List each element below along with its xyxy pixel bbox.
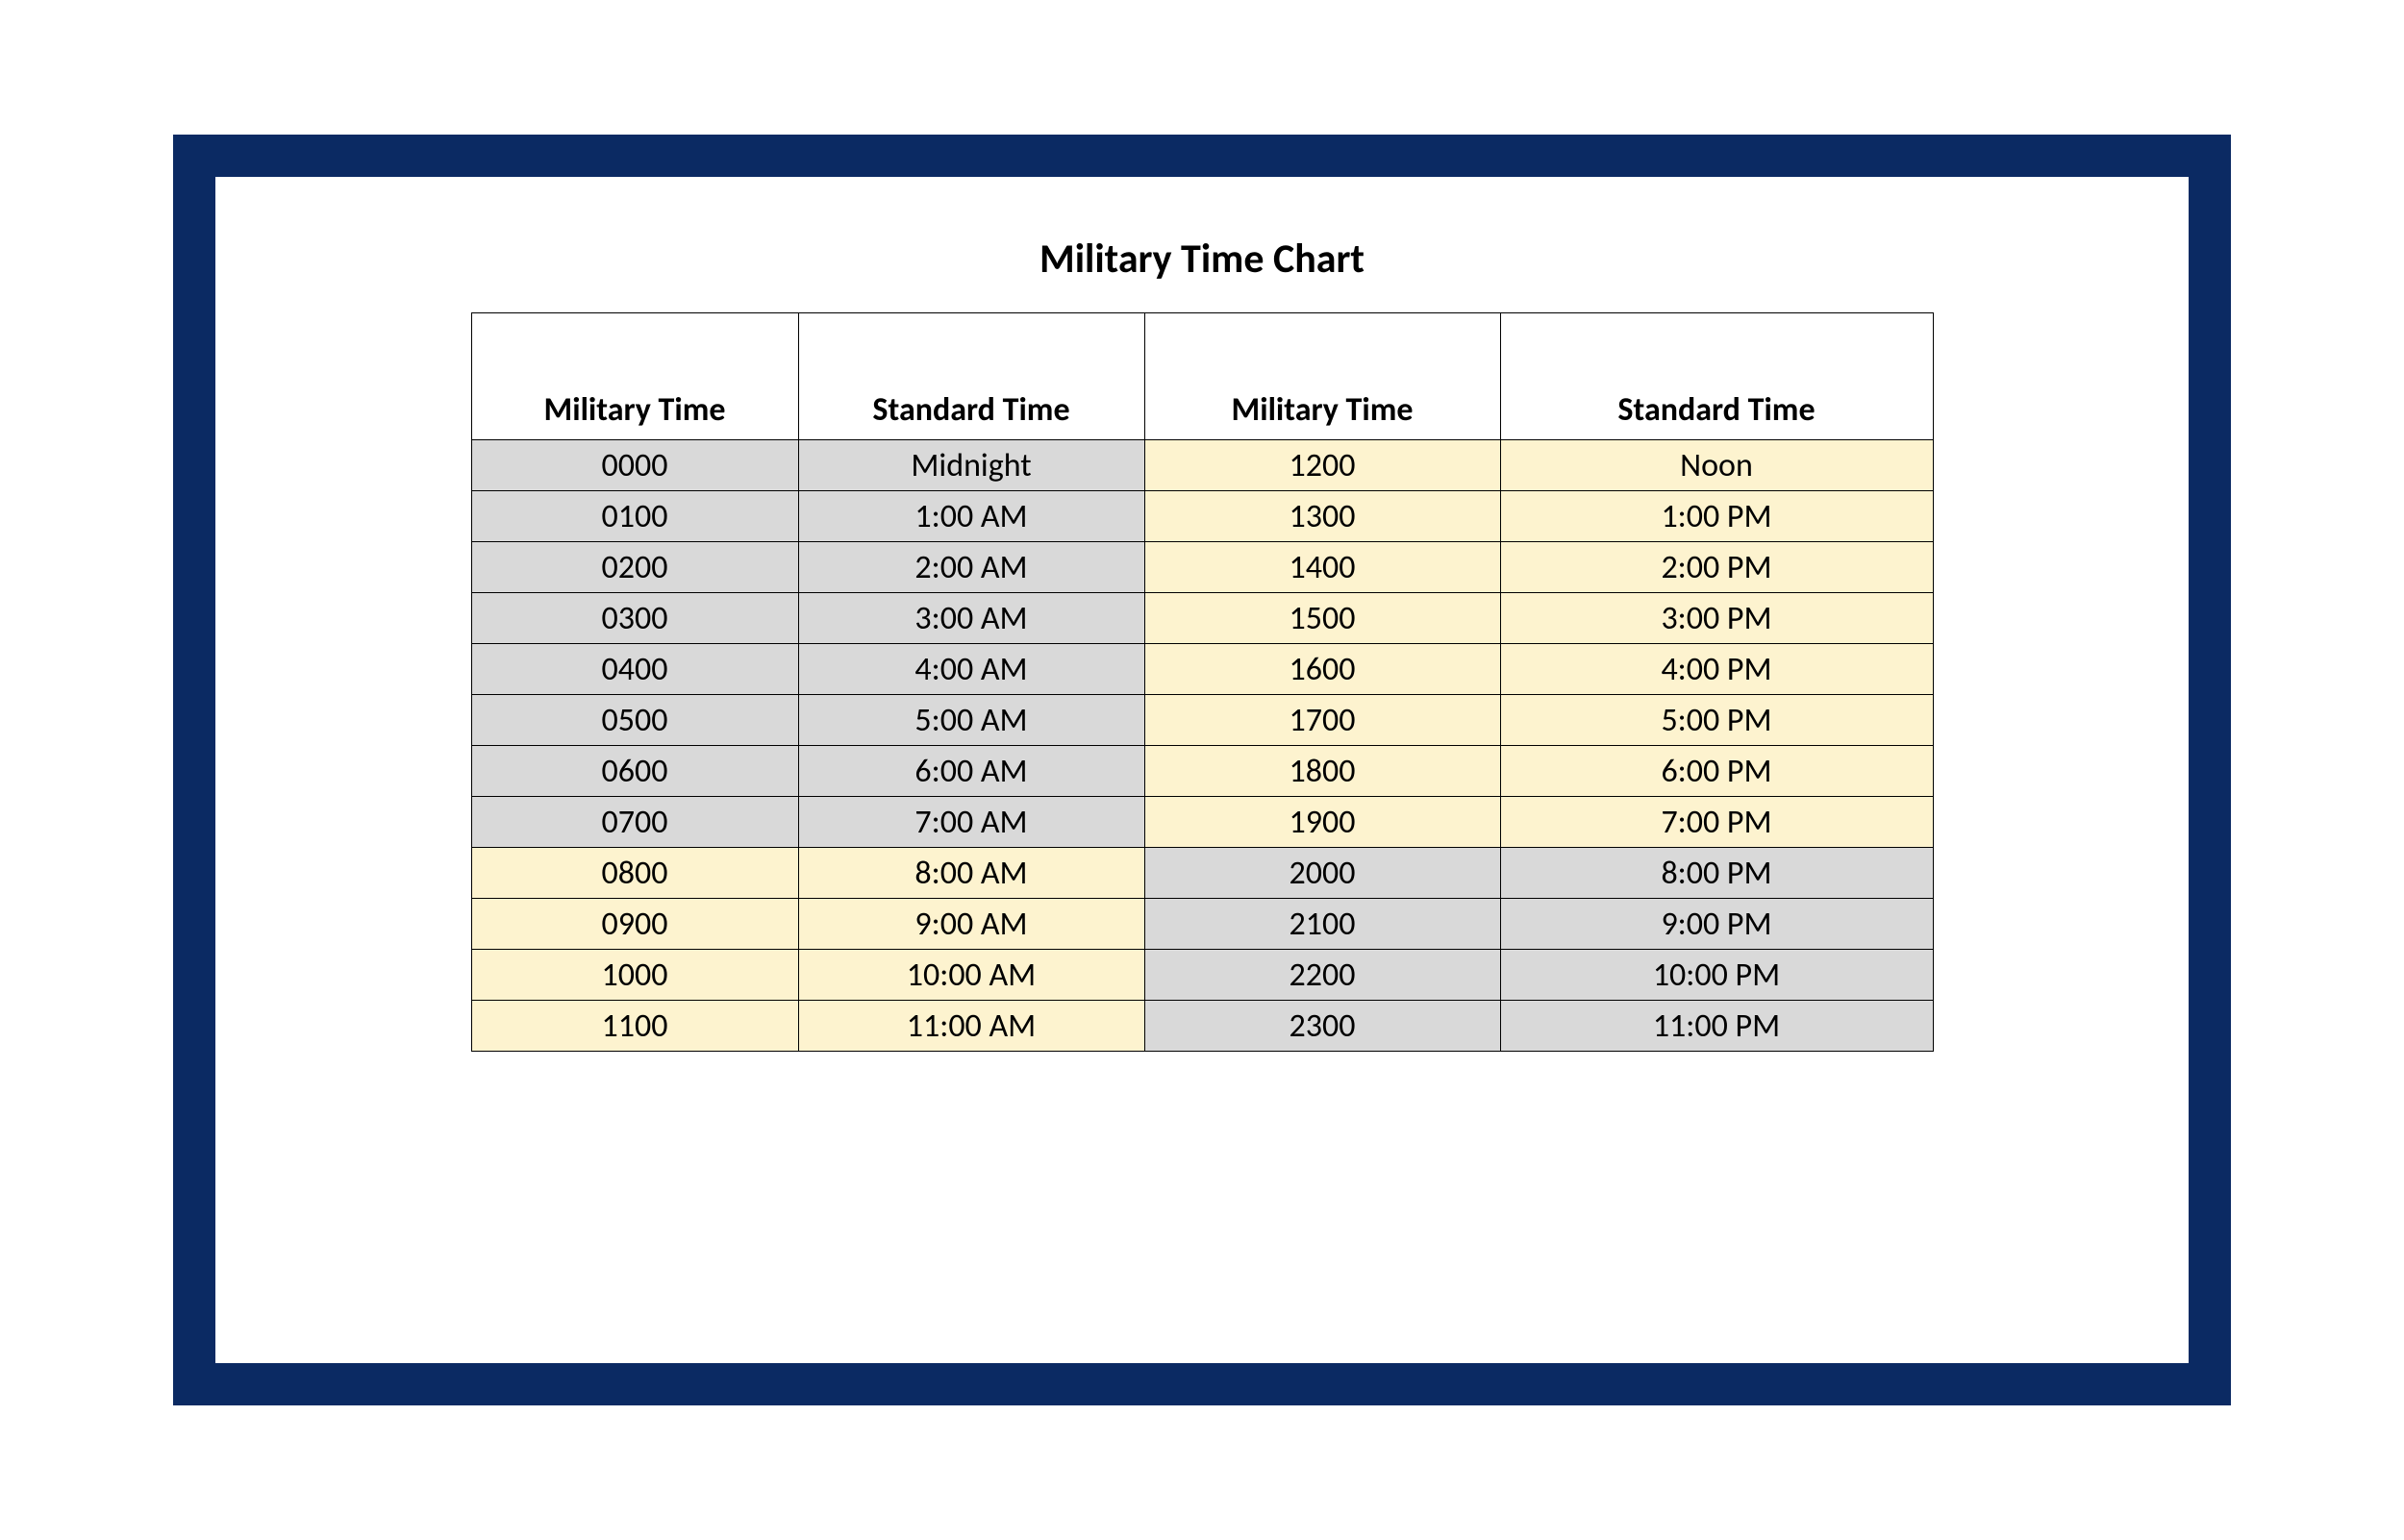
table-cell: 0500 [471,695,798,746]
table-cell: 9:00 PM [1500,899,1933,950]
table-cell: 5:00 PM [1500,695,1933,746]
table-cell: 1200 [1144,440,1500,491]
col-header-standard-1: Standard Time [798,313,1144,440]
table-row: 04004:00 AM16004:00 PM [471,644,1933,695]
table-cell: 1000 [471,950,798,1001]
table-row: 02002:00 AM14002:00 PM [471,542,1933,593]
table-cell: 11:00 AM [798,1001,1144,1052]
table-cell: 1900 [1144,797,1500,848]
table-cell: 2:00 PM [1500,542,1933,593]
table-cell: 10:00 PM [1500,950,1933,1001]
table-cell: 0200 [471,542,798,593]
table-cell: 1800 [1144,746,1500,797]
table-cell: 9:00 AM [798,899,1144,950]
table-cell: 6:00 PM [1500,746,1933,797]
table-cell: 7:00 AM [798,797,1144,848]
table-row: 110011:00 AM230011:00 PM [471,1001,1933,1052]
table-cell: 3:00 PM [1500,593,1933,644]
table-row: 0000Midnight1200Noon [471,440,1933,491]
table-cell: 1:00 PM [1500,491,1933,542]
table-cell: 2000 [1144,848,1500,899]
table-cell: 0700 [471,797,798,848]
chart-title: Military Time Chart [312,235,2092,284]
table-cell: 1500 [1144,593,1500,644]
military-time-table: Military Time Standard Time Military Tim… [471,312,1934,1052]
table-body: 0000Midnight1200Noon01001:00 AM13001:00 … [471,440,1933,1052]
table-cell: 1700 [1144,695,1500,746]
table-cell: 0000 [471,440,798,491]
table-cell: 6:00 AM [798,746,1144,797]
col-header-military-1: Military Time [471,313,798,440]
table-row: 03003:00 AM15003:00 PM [471,593,1933,644]
table-cell: 0400 [471,644,798,695]
col-header-military-2: Military Time [1144,313,1500,440]
table-row: 09009:00 AM21009:00 PM [471,899,1933,950]
table-cell: 1:00 AM [798,491,1144,542]
table-row: 05005:00 AM17005:00 PM [471,695,1933,746]
table-cell: 0100 [471,491,798,542]
page-container: Military Time Chart Military Time Standa… [0,0,2404,1540]
table-cell: 2300 [1144,1001,1500,1052]
table-cell: 1600 [1144,644,1500,695]
table-cell: 7:00 PM [1500,797,1933,848]
table-cell: 0900 [471,899,798,950]
document-frame: Military Time Chart Military Time Standa… [173,135,2231,1405]
table-cell: 2:00 AM [798,542,1144,593]
table-cell: 3:00 AM [798,593,1144,644]
table-cell: 4:00 AM [798,644,1144,695]
table-cell: 0800 [471,848,798,899]
table-row: 100010:00 AM220010:00 PM [471,950,1933,1001]
table-cell: Midnight [798,440,1144,491]
table-cell: 0600 [471,746,798,797]
table-cell: 4:00 PM [1500,644,1933,695]
table-cell: 1100 [471,1001,798,1052]
table-header-row: Military Time Standard Time Military Tim… [471,313,1933,440]
table-cell: 2200 [1144,950,1500,1001]
table-row: 06006:00 AM18006:00 PM [471,746,1933,797]
table-cell: 0300 [471,593,798,644]
table-cell: 5:00 AM [798,695,1144,746]
table-row: 08008:00 AM20008:00 PM [471,848,1933,899]
table-cell: 1300 [1144,491,1500,542]
table-cell: 8:00 AM [798,848,1144,899]
table-cell: Noon [1500,440,1933,491]
table-cell: 11:00 PM [1500,1001,1933,1052]
table-cell: 1400 [1144,542,1500,593]
table-row: 01001:00 AM13001:00 PM [471,491,1933,542]
col-header-standard-2: Standard Time [1500,313,1933,440]
table-cell: 2100 [1144,899,1500,950]
table-cell: 10:00 AM [798,950,1144,1001]
table-cell: 8:00 PM [1500,848,1933,899]
table-row: 07007:00 AM19007:00 PM [471,797,1933,848]
